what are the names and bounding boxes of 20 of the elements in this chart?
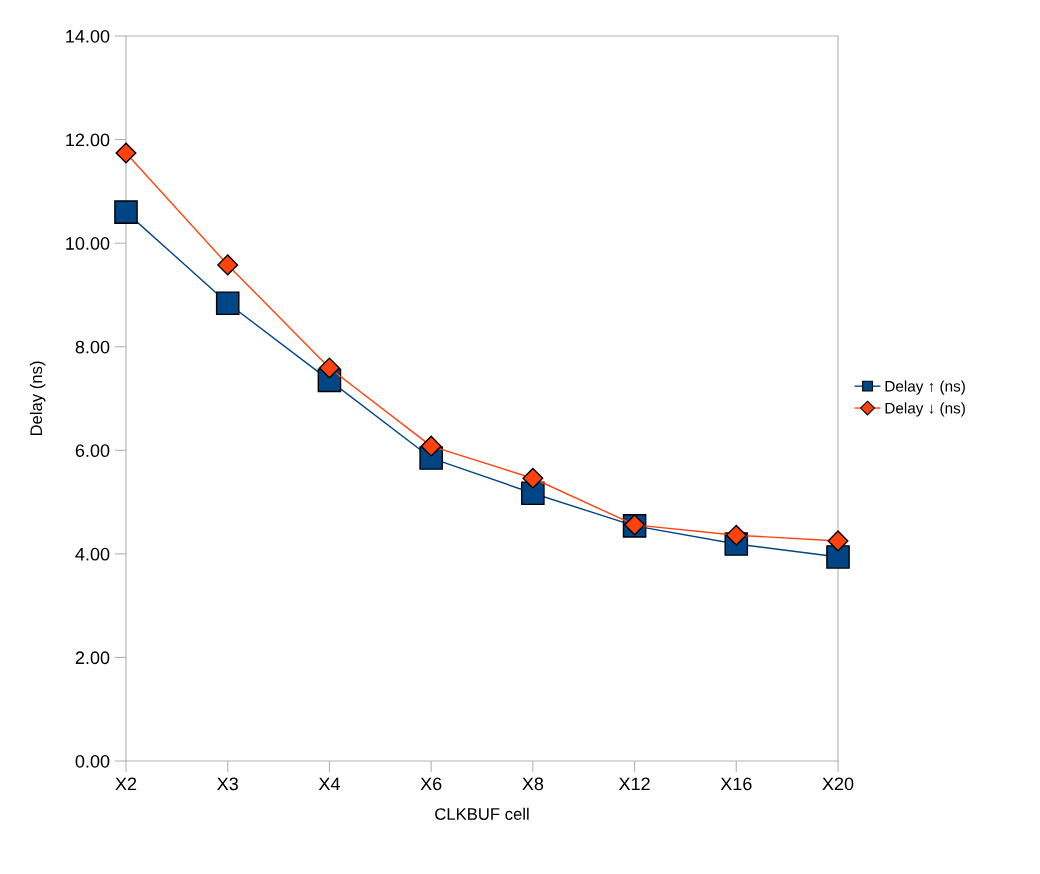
x-tick-label: X3 (217, 777, 238, 791)
y-tick-label: 6.00 (75, 444, 110, 458)
y-tick-label: 8.00 (75, 340, 110, 354)
x-tick-label: X12 (618, 777, 650, 791)
legend-label: Delay ↑ (ns) (885, 380, 965, 395)
y-tick-label: 10.00 (66, 237, 110, 250)
x-tick-label: X4 (318, 777, 340, 791)
y-tick-label: 12.00 (66, 133, 110, 147)
x-tick-label: X20 (822, 777, 854, 791)
y-tick-label: 14.00 (66, 29, 110, 43)
y-tick-label: 0.00 (75, 754, 110, 768)
x-tick-label: X8 (522, 777, 544, 791)
y-axis-title: Delay (ns) (29, 361, 46, 436)
y-tick-label: 2.00 (75, 651, 110, 665)
legend-label: Delay ↓ (ns) (885, 402, 965, 417)
x-tick-label: X2 (115, 777, 137, 791)
y-tick-label: 4.00 (75, 547, 110, 561)
x-tick-label: X6 (420, 777, 442, 791)
x-tick-label: X16 (720, 777, 752, 791)
x-axis-title: CLKBUF cell (435, 807, 529, 820)
